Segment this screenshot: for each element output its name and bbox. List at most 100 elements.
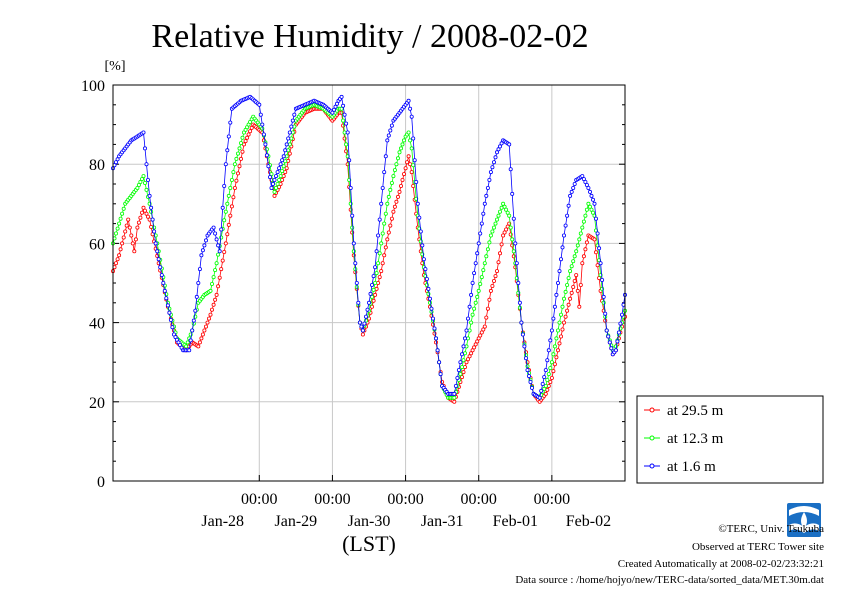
data-point <box>479 330 484 335</box>
data-point <box>391 174 396 179</box>
data-point <box>575 288 580 293</box>
data-point <box>556 280 561 285</box>
data-point <box>219 235 224 240</box>
series-2 <box>111 94 628 400</box>
data-point <box>272 193 277 198</box>
data-point <box>368 291 373 296</box>
data-point <box>277 166 282 171</box>
data-point <box>144 211 149 216</box>
data-point <box>214 237 219 242</box>
data-point <box>411 136 416 141</box>
data-point <box>459 375 464 380</box>
data-point <box>228 213 233 218</box>
y-tick-label: 0 <box>97 474 105 491</box>
data-point <box>497 209 502 214</box>
data-point <box>196 344 201 349</box>
data-point <box>520 332 525 337</box>
data-point <box>208 288 213 293</box>
data-point <box>583 179 588 184</box>
data-point <box>278 162 283 167</box>
data-point <box>379 241 384 246</box>
data-point <box>225 201 230 206</box>
data-point <box>347 158 352 163</box>
data-point <box>554 355 559 360</box>
data-point <box>261 132 266 137</box>
data-point <box>123 229 128 234</box>
data-point <box>577 237 582 242</box>
data-point <box>438 372 443 377</box>
data-point <box>121 235 126 240</box>
data-point <box>616 330 621 335</box>
data-point <box>394 199 399 204</box>
data-point <box>481 268 486 273</box>
data-point <box>584 240 589 245</box>
legend-label: at 29.5 m <box>667 403 724 419</box>
data-point <box>248 129 253 134</box>
data-point <box>528 379 533 384</box>
data-point <box>377 217 382 222</box>
data-point <box>452 395 457 400</box>
data-point <box>548 366 553 371</box>
data-point <box>369 282 374 287</box>
x-axis-ticks: 00:00 00:00 00:00 00:00 00:00 Jan-28 Jan-29 Jan… <box>201 475 611 530</box>
data-point <box>287 130 292 135</box>
data-point <box>203 324 208 329</box>
data-point <box>228 185 233 190</box>
data-point <box>373 292 378 297</box>
data-point <box>401 138 406 143</box>
data-point <box>121 206 126 211</box>
data-point <box>408 106 413 111</box>
data-point <box>426 286 431 291</box>
data-point <box>482 324 487 329</box>
data-point <box>344 121 349 126</box>
data-point <box>219 227 224 232</box>
data-point <box>229 204 234 209</box>
data-point <box>423 267 428 272</box>
data-point <box>488 170 493 175</box>
data-point <box>281 154 286 159</box>
data-point <box>365 307 370 312</box>
data-point <box>383 245 388 250</box>
data-point <box>522 344 527 349</box>
data-point <box>566 276 571 281</box>
data-point <box>170 325 175 330</box>
data-point <box>432 326 437 331</box>
data-point <box>356 300 361 305</box>
data-point <box>511 216 516 221</box>
data-point <box>458 360 463 365</box>
data-point <box>429 306 434 311</box>
data-point <box>237 164 242 169</box>
data-point <box>437 360 442 365</box>
data-point <box>487 177 492 182</box>
data-point <box>491 160 496 165</box>
data-point <box>565 282 570 287</box>
data-point <box>354 280 359 285</box>
data-point <box>519 320 524 325</box>
data-point <box>196 280 201 285</box>
data-point <box>374 271 379 276</box>
data-point <box>386 133 391 138</box>
data-point <box>467 304 472 309</box>
data-point <box>126 217 131 222</box>
data-point <box>549 375 554 380</box>
data-point <box>475 251 480 256</box>
data-point <box>494 269 499 274</box>
data-point <box>530 385 535 390</box>
data-point <box>594 216 599 221</box>
data-point <box>606 334 611 339</box>
data-point <box>211 275 216 280</box>
data-point <box>569 264 574 269</box>
data-point <box>467 354 472 359</box>
data-point <box>504 227 509 232</box>
data-point <box>243 139 248 144</box>
data-point <box>144 187 149 192</box>
data-point <box>267 175 272 180</box>
data-point <box>386 230 391 235</box>
data-point <box>223 162 228 167</box>
data-point <box>479 221 484 226</box>
data-point <box>459 352 464 357</box>
data-point <box>591 210 596 215</box>
data-point <box>527 374 532 379</box>
data-point <box>213 268 218 273</box>
data-point <box>138 215 143 220</box>
